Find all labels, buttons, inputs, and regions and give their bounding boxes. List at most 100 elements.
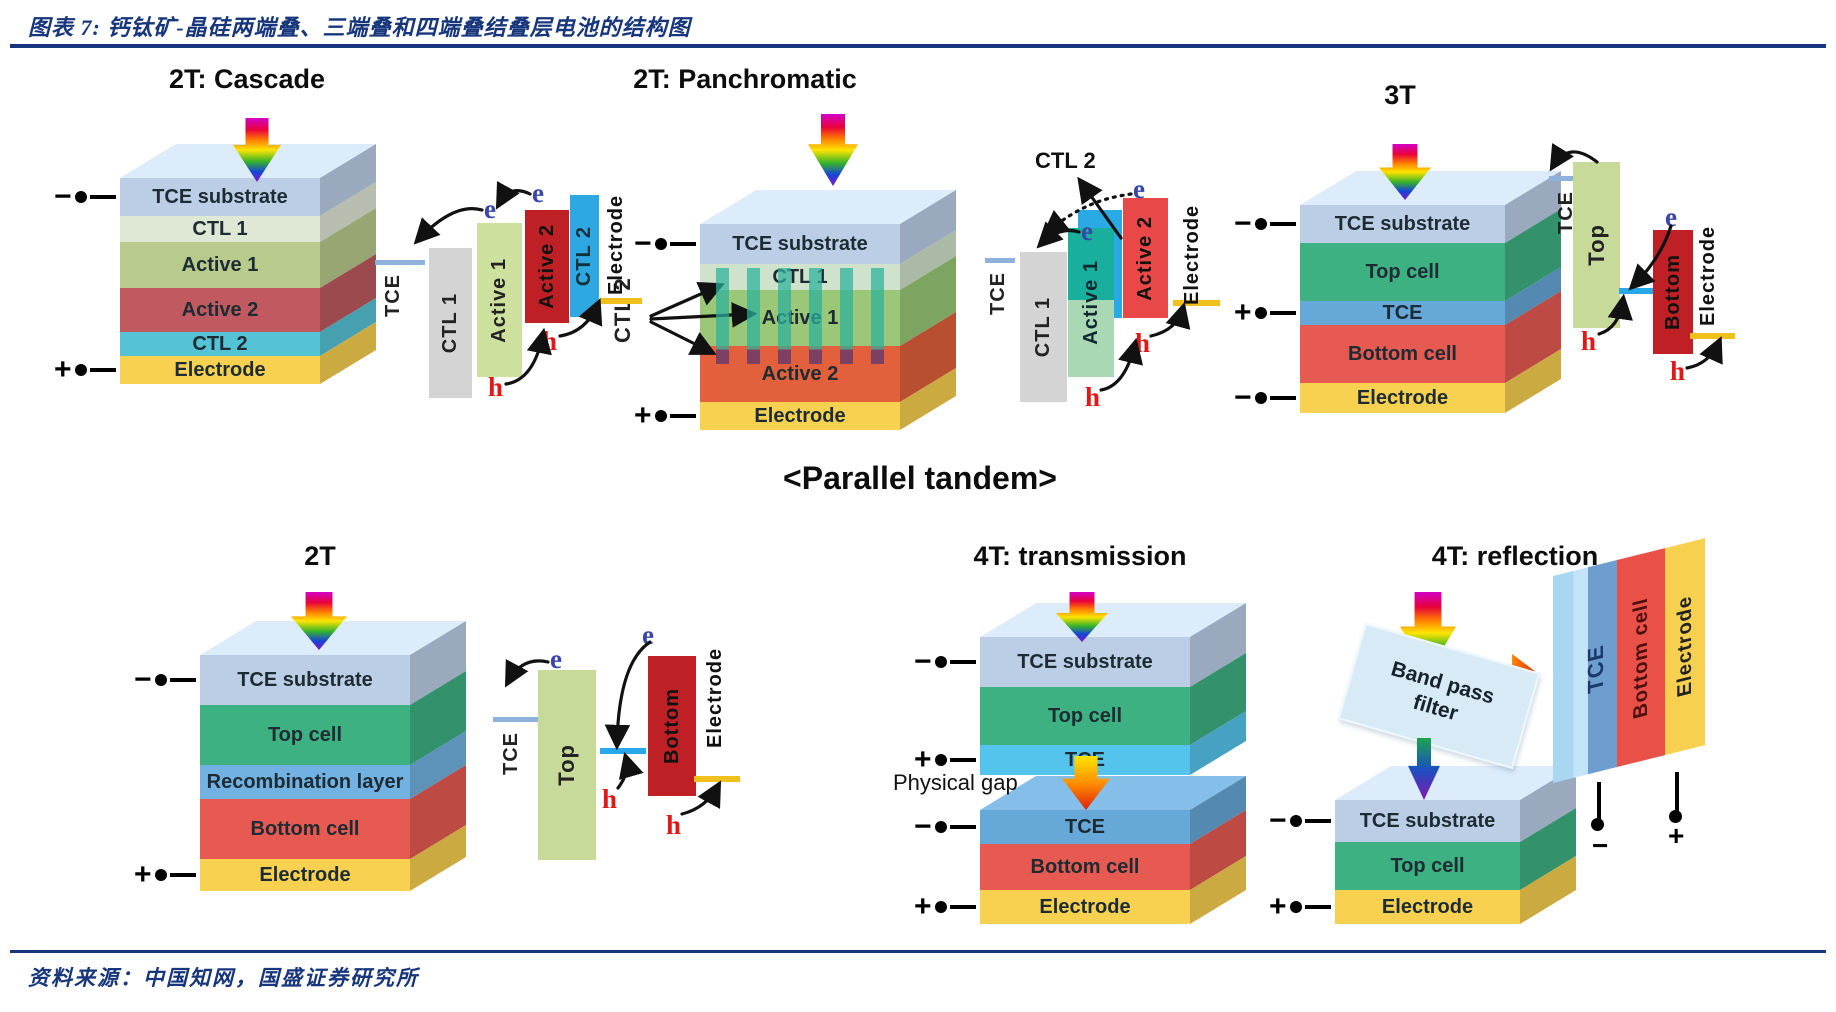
terminal-plus: + xyxy=(634,401,696,431)
reflection-plus-lead xyxy=(1675,772,1679,812)
terminal-sign: − xyxy=(634,227,652,260)
terminal-dot xyxy=(1254,218,1267,230)
layer-label: Recombination layer xyxy=(206,770,404,793)
layer-electrode: Electrode + xyxy=(54,322,376,385)
electron-label: e xyxy=(550,644,562,674)
layer-top-cell: Top cell xyxy=(200,671,466,765)
band-diagram-panchromatic: CTL 2 TCE CTL 1 Active 1 Active 2 Electr… xyxy=(985,148,1235,412)
layer-recombination-layer: Recombination layer xyxy=(200,731,466,799)
hole-label: h xyxy=(1085,382,1101,412)
layer-label: Bottom cell xyxy=(1348,342,1457,365)
layer-label: Electrode xyxy=(174,358,266,381)
hole-label: h xyxy=(542,326,558,356)
terminal-dot xyxy=(654,410,667,422)
tce-level-line xyxy=(375,260,425,265)
terminal-line xyxy=(169,678,196,682)
reflection-minus-sign: − xyxy=(1592,830,1609,861)
title-4t-reflection: 4T: reflection xyxy=(1431,541,1599,571)
layer-tce-substrate: TCE substrate − xyxy=(1234,171,1561,243)
reflection-plus-dot xyxy=(1669,810,1682,823)
tce-level-line xyxy=(493,717,539,722)
layer-front: Electrode xyxy=(1335,890,1520,924)
layer-front: Bottom cell xyxy=(980,844,1190,890)
terminal-minus: − xyxy=(634,227,696,260)
stack-3t: TCE substrate − Top cell TCE + Bottom cell Ele… xyxy=(1234,171,1562,413)
terminal-sign: − xyxy=(914,645,932,678)
carrier-flow-arrows xyxy=(504,640,722,816)
electron-label: e xyxy=(1133,174,1145,204)
layer-label: Electrode xyxy=(259,863,351,886)
terminal-sign: − xyxy=(1234,207,1252,240)
layer-electrode: Electrode + xyxy=(634,368,956,431)
layer-tce-substrate: TCE substrate − xyxy=(54,144,376,216)
terminal-line xyxy=(949,905,976,909)
stack-2t-parallel: TCE substrate − Top cell Recombination laye… xyxy=(134,621,467,891)
layer-bottom-cell: Bottom cell xyxy=(980,810,1246,890)
tce-level-line xyxy=(1549,176,1591,181)
layer-active-1: Active 1 xyxy=(120,208,376,288)
terminal-sign: + xyxy=(914,743,932,776)
terminal-minus: − xyxy=(54,180,116,213)
layer-label: Top cell xyxy=(1365,260,1440,283)
ctl1-bar: CTL 1 xyxy=(1020,252,1067,402)
terminal-line xyxy=(1269,222,1296,226)
reflection-electrode-label: Electrode xyxy=(1673,593,1696,700)
layer-tce: TCE + xyxy=(1234,267,1561,328)
hole-label: h xyxy=(1670,356,1686,386)
terminal-line xyxy=(1304,819,1331,823)
top-cell-bar: Top xyxy=(538,670,596,860)
terminal-sign: + xyxy=(134,858,152,891)
mid-tce-level-line xyxy=(600,748,646,754)
reflection-bottom-cell-label: Bottom cell xyxy=(1629,594,1652,721)
ctl2-pillar xyxy=(840,268,853,364)
terminal-minus: − xyxy=(1234,207,1296,240)
terminal-plus: + xyxy=(1234,296,1296,329)
stack-4t-reflection-left: TCE substrate − Top cell Electrode + xyxy=(1269,766,1577,924)
layer-label: Top cell xyxy=(1390,854,1465,877)
layer-front: CTL 1 xyxy=(120,216,320,242)
electrode-level-line xyxy=(1690,333,1735,339)
header-rule xyxy=(10,44,1826,48)
terminal-line xyxy=(169,873,196,877)
layer-label: Active 1 xyxy=(761,306,839,329)
layer-bottom-cell: Bottom cell xyxy=(1300,291,1561,383)
layer-front: Electrode xyxy=(980,890,1190,924)
ctl2-pillar xyxy=(809,268,822,364)
layer-label: CTL 2 xyxy=(192,332,248,355)
stack-2t-cascade: TCE substrate − CTL 1 Active 1 Active 2 CTL 2… xyxy=(54,144,377,385)
active1-bar: Active 1 xyxy=(477,223,522,377)
layer-front: Top cell xyxy=(980,687,1190,745)
terminal-dot xyxy=(934,821,947,833)
terminal-sign: − xyxy=(54,180,72,213)
reflection-tce-panel: TCE xyxy=(1553,560,1617,783)
layer-front: Electrode xyxy=(700,402,900,430)
reflection-minus-lead xyxy=(1597,782,1601,820)
layer-label: Electrode xyxy=(1039,895,1131,918)
layer-front: Active 2 xyxy=(120,288,320,332)
layer-label: TCE substrate xyxy=(1359,809,1496,832)
layer-front: Recombination layer xyxy=(200,765,410,799)
terminal-sign: + xyxy=(1269,890,1287,923)
layer-front: TCE xyxy=(1300,301,1505,325)
sunlight-arrow-icon xyxy=(808,114,858,186)
layer-label: TCE xyxy=(1065,815,1105,838)
terminal-sign: − xyxy=(1234,381,1252,414)
layer-active-2: Active 2 xyxy=(700,312,956,402)
terminal-dot xyxy=(1254,392,1267,404)
layer-front: Electrode xyxy=(1300,383,1505,413)
layer-label: TCE substrate xyxy=(152,185,288,208)
electron-label: e xyxy=(1665,202,1677,232)
terminal-sign: + xyxy=(1234,296,1252,329)
layer-label: Electrode xyxy=(1356,386,1449,409)
terminal-line xyxy=(949,758,976,762)
layer-label: TCE substrate xyxy=(237,668,373,691)
layer-ctl-1: CTL 1 xyxy=(120,182,376,242)
electron-label: e xyxy=(642,620,654,650)
band-diagram-2t-parallel: TCE Top Bottom Electrode e e h h xyxy=(480,598,750,888)
terminal-line xyxy=(949,660,976,664)
band-diagram-cascade: TCE CTL 1 Active 1 Active 2 CTL 2 Electr… xyxy=(372,180,652,412)
terminal-minus: − xyxy=(1234,381,1296,414)
terminal-plus: + xyxy=(1269,890,1331,923)
layer-label: TCE substrate xyxy=(732,232,868,255)
